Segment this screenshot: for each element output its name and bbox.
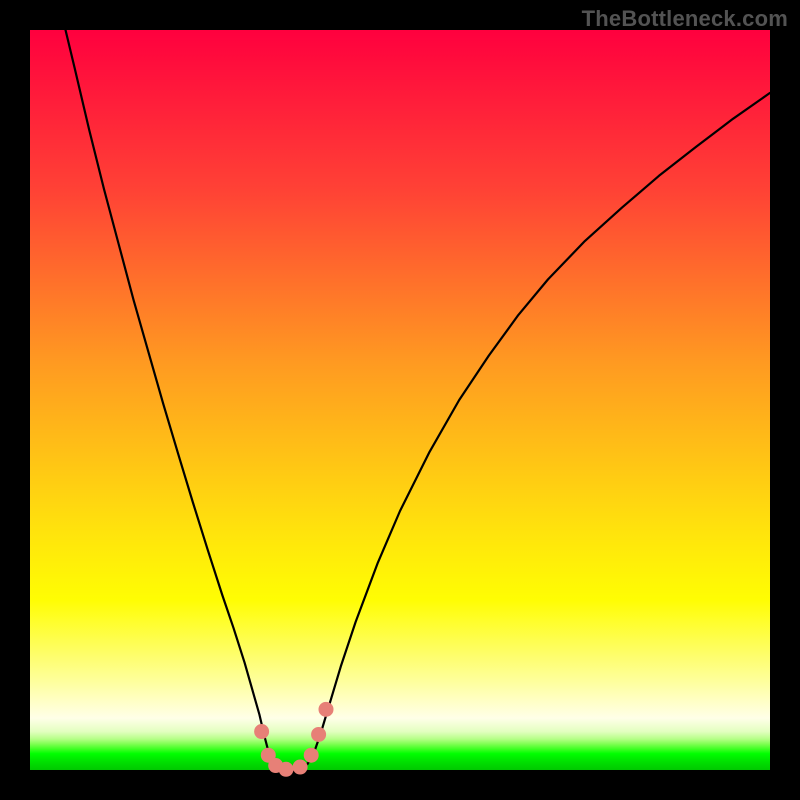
curve-marker	[304, 748, 318, 762]
curve-marker	[279, 762, 293, 776]
curve-marker	[293, 760, 307, 774]
curve-marker	[255, 725, 269, 739]
watermark-text: TheBottleneck.com	[582, 6, 788, 32]
plot-background-gradient	[30, 30, 770, 770]
bottleneck-curve-chart	[0, 0, 800, 800]
curve-marker	[319, 702, 333, 716]
curve-marker	[312, 727, 326, 741]
chart-container: TheBottleneck.com	[0, 0, 800, 800]
